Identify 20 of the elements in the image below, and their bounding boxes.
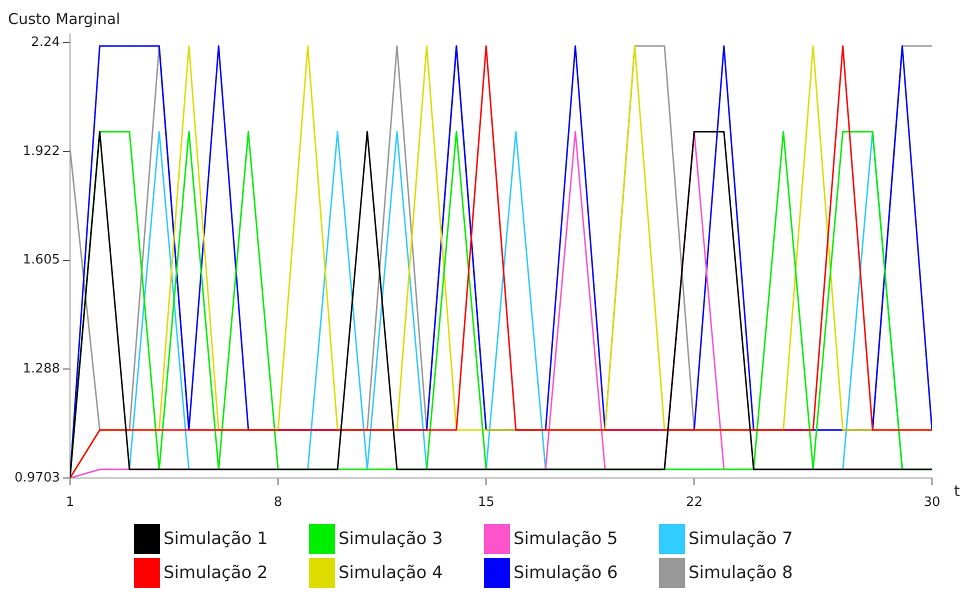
legend-label: Simulação 3: [338, 529, 443, 549]
y-tick-label: 2.24: [31, 34, 60, 50]
legend-label: Simulação 5: [514, 529, 618, 549]
y-tick-label: 1.288: [22, 361, 60, 376]
y-tick-label: 1.922: [22, 144, 60, 159]
x-axis-title: t: [954, 482, 960, 500]
y-axis-title: Custo Marginal: [8, 10, 120, 28]
legend-label: Simulação 1: [164, 529, 268, 549]
x-tick-label: 8: [274, 495, 282, 510]
legend-label: Simulação 4: [338, 563, 443, 583]
y-tick-label: 0.9703: [14, 470, 60, 486]
legend-label: Simulação 2: [164, 563, 268, 583]
x-tick-label: 22: [686, 495, 702, 510]
x-tick-label: 1: [66, 495, 74, 510]
x-tick-label: 30: [924, 495, 940, 510]
x-tick-label: 15: [478, 495, 494, 510]
legend-label: Simulação 6: [514, 563, 618, 583]
legend-label: Simulação 7: [688, 529, 793, 549]
y-tick-label: 1.605: [22, 252, 60, 268]
legend-label: Simulação 8: [688, 563, 793, 583]
